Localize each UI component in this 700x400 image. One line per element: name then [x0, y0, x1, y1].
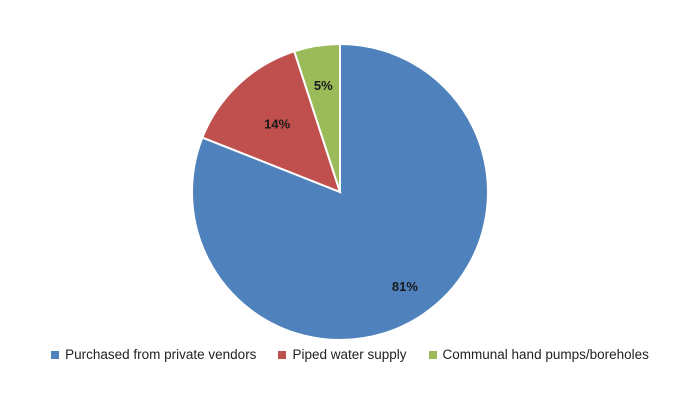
pie-data-labels: 81% 14% 5% [264, 78, 418, 294]
legend-swatch [51, 350, 60, 359]
legend: Purchased from private vendors Piped wat… [0, 347, 700, 362]
legend-item-piped-water: Piped water supply [278, 347, 407, 362]
legend-swatch [428, 350, 437, 359]
data-label-piped-water: 14% [264, 117, 290, 132]
legend-item-hand-pumps: Communal hand pumps/boreholes [428, 347, 649, 362]
legend-swatch [278, 350, 287, 359]
pie-slice-hand-pumps [293, 42, 341, 193]
pie-slices [191, 42, 489, 341]
legend-label: Communal hand pumps/boreholes [442, 347, 649, 362]
legend-label: Piped water supply [292, 347, 407, 362]
pie-chart: 81% 14% 5% [191, 42, 489, 341]
data-label-private-vendors: 81% [392, 279, 418, 294]
legend-item-private-vendors: Purchased from private vendors [51, 347, 256, 362]
legend-label: Purchased from private vendors [65, 347, 257, 362]
data-label-hand-pumps: 5% [314, 78, 333, 93]
